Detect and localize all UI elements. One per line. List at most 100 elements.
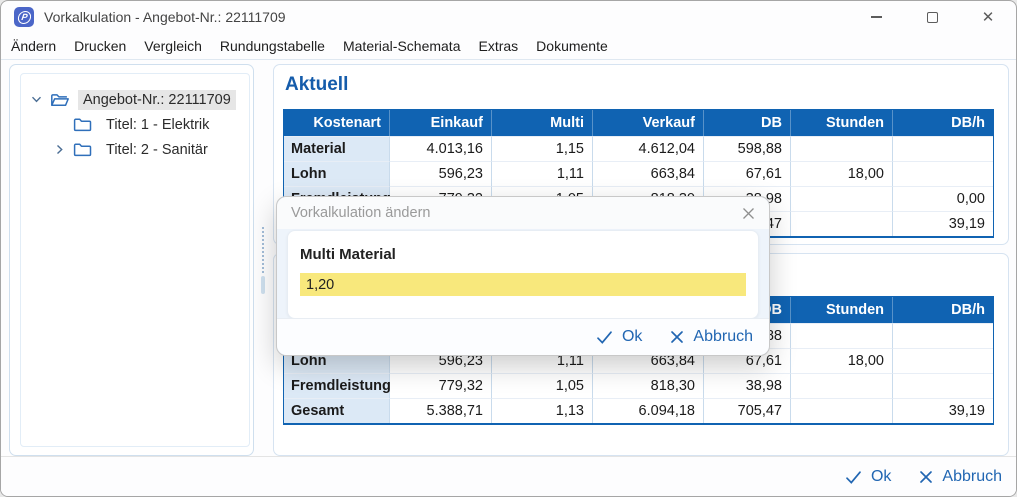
tree-item-titel[interactable]: Titel: 2 - Sanitär bbox=[21, 137, 249, 162]
tree-view: Angebot-Nr.: 22111709 Titel: 1 - bbox=[20, 73, 250, 447]
menu-item[interactable]: Dokumente bbox=[536, 38, 608, 54]
app-logo-icon: P bbox=[14, 7, 34, 27]
title-bar: P Vorkalkulation - Angebot-Nr.: 22111709… bbox=[1, 1, 1016, 33]
cell-einkauf: 779,32 bbox=[390, 373, 492, 398]
tree-children: Titel: 1 - Elektrik Titel: 2 - Sanitär bbox=[21, 112, 249, 162]
cell-multi: 1,15 bbox=[492, 136, 593, 161]
tree-item-label: Titel: 2 - Sanitär bbox=[106, 141, 208, 158]
cell-verkauf: 4.612,04 bbox=[593, 136, 704, 161]
cell-dbh bbox=[893, 136, 993, 161]
column-header: Verkauf bbox=[593, 110, 704, 136]
multi-material-label: Multi Material bbox=[300, 246, 396, 263]
ok-label: Ok bbox=[870, 468, 892, 485]
x-icon bbox=[671, 331, 684, 343]
cell-stunden: 18,00 bbox=[791, 161, 893, 186]
table-row[interactable]: Fremdleistung 779,32 1,05 818,30 38,98 bbox=[284, 373, 993, 398]
tree-item-angebot[interactable]: Angebot-Nr.: 22111709 bbox=[21, 87, 249, 112]
footer-cancel-button[interactable]: Abbruch bbox=[919, 468, 1002, 486]
cell-kostenart: Fremdleistung bbox=[284, 373, 391, 398]
table-row[interactable]: Lohn 596,23 1,11 663,84 67,61 18,00 bbox=[284, 161, 993, 186]
table-row[interactable]: Gesamt 5.388,71 1,13 6.094,18 705,47 39,… bbox=[284, 398, 993, 423]
dialog-vorkalkulation-aendern: Vorkalkulation ändern Multi Material Ok … bbox=[276, 196, 770, 356]
folder-icon bbox=[73, 117, 94, 133]
cell-dbh: 39,19 bbox=[893, 398, 993, 423]
dialog-field-card: Multi Material bbox=[287, 230, 759, 319]
menu-item[interactable]: Material-Schemata bbox=[342, 38, 461, 54]
chevron-down-icon[interactable] bbox=[29, 94, 44, 106]
cell-stunden bbox=[791, 211, 893, 236]
cell-db: 598,88 bbox=[704, 136, 791, 161]
window-controls: ✕ bbox=[848, 1, 1016, 33]
dialog-ok-button[interactable]: Ok bbox=[596, 328, 642, 346]
tree-item-label: Titel: 1 - Elektrik bbox=[106, 116, 210, 133]
cell-kostenart: Material bbox=[284, 136, 390, 161]
cell-kostenart: Lohn bbox=[284, 161, 390, 186]
menu-item[interactable]: Vergleich bbox=[144, 38, 202, 54]
panel-splitter[interactable] bbox=[257, 64, 269, 456]
close-icon bbox=[742, 207, 754, 219]
window-footer: Ok Abbruch bbox=[1, 456, 1016, 496]
cell-stunden bbox=[791, 373, 893, 398]
menu-item[interactable]: Ändern bbox=[11, 38, 57, 54]
cell-dbh: 39,19 bbox=[893, 211, 993, 236]
cell-stunden bbox=[791, 136, 893, 161]
footer-ok-button[interactable]: Ok bbox=[845, 468, 891, 486]
section-heading: Aktuell bbox=[285, 74, 349, 95]
folder-icon bbox=[73, 142, 94, 158]
cell-verkauf: 663,84 bbox=[593, 161, 704, 186]
dialog-footer: Ok Abbruch bbox=[277, 318, 769, 355]
cell-db: 67,61 bbox=[704, 161, 791, 186]
column-header: Multi bbox=[492, 110, 593, 136]
minimize-button[interactable] bbox=[848, 1, 904, 33]
table-row[interactable]: Material 4.013,16 1,15 4.612,04 598,88 bbox=[284, 136, 993, 161]
tree-panel: Angebot-Nr.: 22111709 Titel: 1 - bbox=[9, 64, 254, 456]
close-button[interactable]: ✕ bbox=[960, 1, 1016, 33]
cell-db: 38,98 bbox=[704, 373, 791, 398]
check-icon bbox=[846, 470, 861, 484]
cell-dbh bbox=[893, 323, 993, 348]
cell-einkauf: 4.013,16 bbox=[390, 136, 492, 161]
cell-multi: 1,11 bbox=[492, 161, 593, 186]
cell-einkauf: 5.388,71 bbox=[390, 398, 492, 423]
chevron-right-icon[interactable] bbox=[52, 144, 67, 156]
dialog-close-button[interactable] bbox=[739, 204, 757, 222]
cancel-label: Abbruch bbox=[942, 468, 1002, 485]
cell-stunden bbox=[791, 323, 893, 348]
column-header: Kostenart bbox=[284, 110, 390, 136]
menu-item[interactable]: Drucken bbox=[74, 38, 127, 54]
tree-item-titel[interactable]: Titel: 1 - Elektrik bbox=[21, 112, 249, 137]
column-header: DB/h bbox=[893, 297, 993, 323]
column-header: Stunden bbox=[791, 110, 893, 136]
menu-item[interactable]: Extras bbox=[478, 38, 519, 54]
cell-db: 705,47 bbox=[704, 398, 791, 423]
splitter-thumb[interactable] bbox=[261, 275, 265, 294]
dialog-title: Vorkalkulation ändern bbox=[291, 205, 431, 221]
maximize-button[interactable] bbox=[904, 1, 960, 33]
column-header: DB bbox=[704, 110, 791, 136]
menu-bar: Ändern Drucken Vergleich Rundungstabelle… bbox=[1, 33, 1016, 60]
column-header: DB/h bbox=[893, 110, 993, 136]
check-icon bbox=[597, 330, 612, 344]
cell-stunden: 18,00 bbox=[791, 348, 893, 373]
window-title: Vorkalkulation - Angebot-Nr.: 22111709 bbox=[44, 9, 286, 25]
cell-verkauf: 818,30 bbox=[593, 373, 704, 398]
cell-verkauf: 6.094,18 bbox=[593, 398, 704, 423]
splitter-grip-icon bbox=[262, 226, 264, 273]
cell-dbh bbox=[893, 161, 993, 186]
cell-stunden bbox=[791, 186, 893, 211]
tree-item-label: Angebot-Nr.: 22111709 bbox=[78, 89, 236, 110]
cell-dbh bbox=[893, 373, 993, 398]
cell-kostenart: Gesamt bbox=[284, 398, 390, 423]
column-header: Einkauf bbox=[390, 110, 492, 136]
folder-open-icon bbox=[50, 92, 71, 108]
multi-material-input[interactable] bbox=[300, 273, 746, 296]
close-icon: ✕ bbox=[981, 8, 995, 26]
menu-item[interactable]: Rundungstabelle bbox=[219, 38, 325, 54]
cell-multi: 1,13 bbox=[492, 398, 593, 423]
minimize-icon bbox=[870, 16, 882, 18]
x-icon bbox=[920, 471, 933, 483]
dialog-cancel-button[interactable]: Abbruch bbox=[670, 328, 753, 346]
cell-multi: 1,05 bbox=[492, 373, 593, 398]
cell-einkauf: 596,23 bbox=[390, 161, 492, 186]
